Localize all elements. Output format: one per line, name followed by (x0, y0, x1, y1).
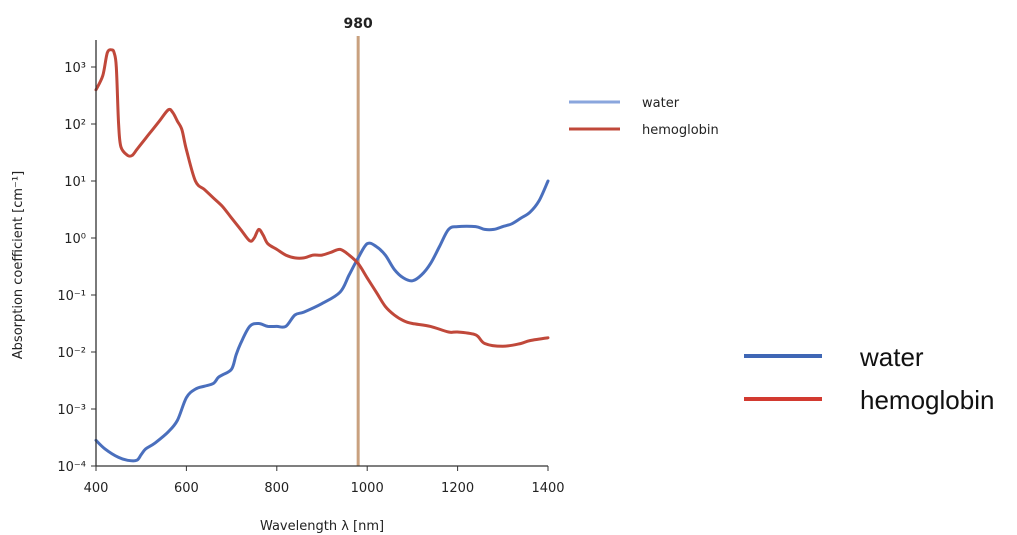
legend-label-hemoglobin-large: hemoglobin (860, 385, 994, 415)
x-tick-label: 1400 (531, 481, 564, 496)
x-tick-label: 600 (174, 481, 199, 496)
legend-label-hemoglobin: hemoglobin (642, 123, 719, 138)
series-line-water (94, 179, 550, 463)
y-tick-label: 10⁻¹ (57, 289, 86, 304)
x-tick-label: 400 (84, 481, 109, 496)
y-tick-label: 10⁻³ (57, 403, 86, 418)
y-axis-title: Absorption coefficient [cm⁻¹] (11, 171, 26, 359)
y-tick-label: 10⁰ (64, 232, 86, 247)
marker-label-980: 980 (344, 16, 373, 32)
axes: 400 600 800 1000 1200 1400 10⁻⁴ 10⁻³ 10⁻² 10⁻¹ 10⁰… (11, 40, 565, 534)
y-tick-label: 10³ (64, 61, 86, 76)
legend-small: water hemoglobin (569, 96, 719, 138)
x-tick-label: 800 (264, 481, 289, 496)
legend-label-water: water (642, 96, 680, 111)
legend-label-water-large: water (859, 342, 924, 372)
x-tick-label: 1200 (441, 481, 474, 496)
plot-area: 980 (94, 16, 550, 466)
y-tick-label: 10² (64, 118, 86, 133)
y-tick-label: 10⁻² (57, 346, 86, 361)
x-axis-title: Wavelength λ [nm] (260, 519, 384, 534)
x-tick-label: 1000 (351, 481, 384, 496)
y-tick-label: 10¹ (64, 175, 86, 190)
y-tick-label: 10⁻⁴ (57, 460, 86, 475)
series-line-hemoglobin (94, 48, 550, 348)
legend-large: water hemoglobin (744, 342, 994, 415)
